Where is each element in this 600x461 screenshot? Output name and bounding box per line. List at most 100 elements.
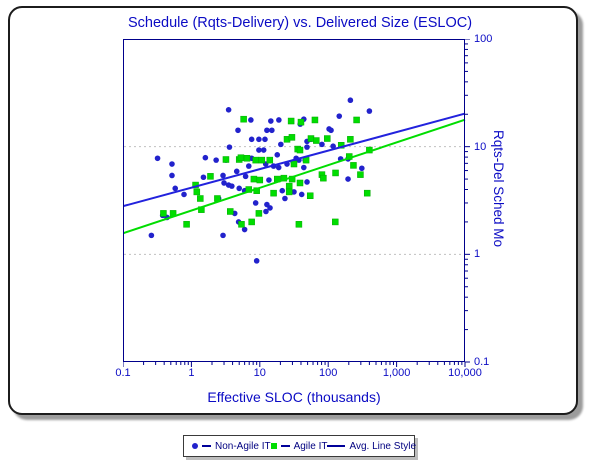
agile-point	[207, 173, 214, 180]
agile-point	[297, 118, 305, 126]
non-agile-point	[241, 226, 248, 233]
non-agile-point	[345, 176, 351, 182]
chart-card	[8, 6, 578, 415]
chart-title: Schedule (Rqts-Delivery) vs. Delivered S…	[127, 15, 473, 31]
agile-point	[193, 188, 201, 196]
agile-point	[255, 210, 263, 217]
non-agile-point	[220, 232, 226, 239]
non-agile-point	[248, 136, 255, 143]
agile-point	[290, 160, 298, 168]
agile-point	[296, 146, 304, 154]
x-tick-label: 10,000	[448, 367, 482, 379]
non-agile-point	[235, 127, 241, 134]
non-agile-point	[291, 189, 297, 195]
legend-label-avg-line: Avg. Line Style	[349, 440, 417, 452]
non-agile-point	[267, 205, 273, 211]
plot-area	[123, 39, 470, 367]
non-agile-point	[275, 164, 282, 171]
agile-point	[311, 116, 319, 124]
agile-point	[237, 154, 245, 161]
non-agile-point	[347, 97, 354, 104]
non-agile-point	[301, 164, 307, 171]
non-agile-point	[319, 141, 325, 148]
agile-point	[313, 137, 320, 144]
non-agile-point	[172, 185, 179, 192]
x-tick-label: 1,000	[382, 367, 411, 379]
non-agile-point	[264, 127, 270, 134]
agile-point	[240, 115, 247, 123]
agile-point	[197, 195, 204, 202]
agile-point	[252, 156, 259, 164]
agile-point	[266, 156, 274, 164]
agile-point	[306, 192, 314, 200]
agile-point	[347, 136, 354, 143]
agile-point	[320, 174, 327, 182]
agile-point	[222, 156, 230, 163]
non-agile-point	[236, 185, 243, 192]
non-agile-point	[245, 163, 252, 169]
x-tick-label: 1	[188, 367, 195, 379]
non-agile-point	[248, 117, 254, 123]
non-agile-point	[304, 179, 310, 185]
agile-point	[183, 221, 190, 228]
non-agile-point	[242, 173, 249, 180]
non-agile-point	[169, 172, 175, 179]
non-agile-point	[181, 191, 187, 198]
agile-point	[357, 171, 364, 178]
legend-label-agile: Agile IT	[293, 440, 328, 452]
y-tick-label: 0.1	[474, 356, 490, 368]
non-agile-point	[252, 200, 259, 206]
non-agile-point	[269, 127, 275, 134]
non-agile-point	[279, 187, 286, 194]
legend: Non-Agile IT Agile IT Avg. Line Style	[183, 435, 417, 457]
agile-point	[285, 182, 293, 190]
non-agile-point	[260, 147, 267, 153]
agile-marker-icon	[270, 443, 277, 449]
non-agile-point	[359, 165, 365, 172]
non-agile-point	[266, 177, 272, 183]
non-agile-point	[221, 180, 227, 186]
legend-dash-icon	[280, 445, 290, 447]
legend-label-non-agile: Non-Agile IT	[215, 440, 271, 452]
y-tick-label: 100	[474, 33, 493, 45]
non-agile-point	[220, 172, 226, 179]
agile-point	[250, 175, 258, 183]
agile-point	[295, 221, 303, 228]
non-agile-point	[282, 195, 288, 202]
x-tick-label: 100	[319, 367, 338, 379]
y-axis-title: Rqts-Del Sched Mo	[491, 130, 506, 248]
non-agile-point	[262, 136, 268, 143]
non-agile-point	[213, 157, 219, 163]
non-agile-point	[225, 106, 232, 113]
avg-line-marker-icon	[327, 445, 346, 447]
non-agile-point	[268, 118, 274, 124]
non-agile-point	[233, 168, 240, 175]
agile-point	[332, 218, 339, 226]
agile-point	[285, 188, 293, 196]
agile-point	[363, 189, 371, 197]
non-agile-point	[148, 232, 155, 239]
agile-point	[353, 116, 360, 124]
legend-dash-icon	[202, 445, 211, 447]
non-agile-point	[278, 141, 284, 148]
non-agile-point	[253, 258, 260, 264]
x-tick-label: 10	[253, 367, 266, 379]
non-agile-point	[256, 136, 262, 143]
agile-point	[270, 189, 277, 197]
non-agile-point	[366, 108, 373, 114]
non-agile-point	[298, 191, 305, 198]
avg-line-non-agile	[123, 112, 466, 208]
non-agile-point	[330, 143, 336, 150]
non-agile-point	[226, 144, 233, 150]
agile-point	[243, 155, 251, 162]
agile-point	[287, 117, 295, 125]
agile-point	[288, 134, 296, 141]
y-tick-label: 1	[474, 248, 481, 261]
non-agile-point	[169, 161, 175, 167]
non-agile-point	[276, 117, 282, 123]
non-agile-point	[229, 183, 235, 189]
non-agile-point	[200, 174, 207, 181]
legend-item-agile: Agile IT	[270, 440, 328, 452]
agile-point	[350, 162, 357, 169]
